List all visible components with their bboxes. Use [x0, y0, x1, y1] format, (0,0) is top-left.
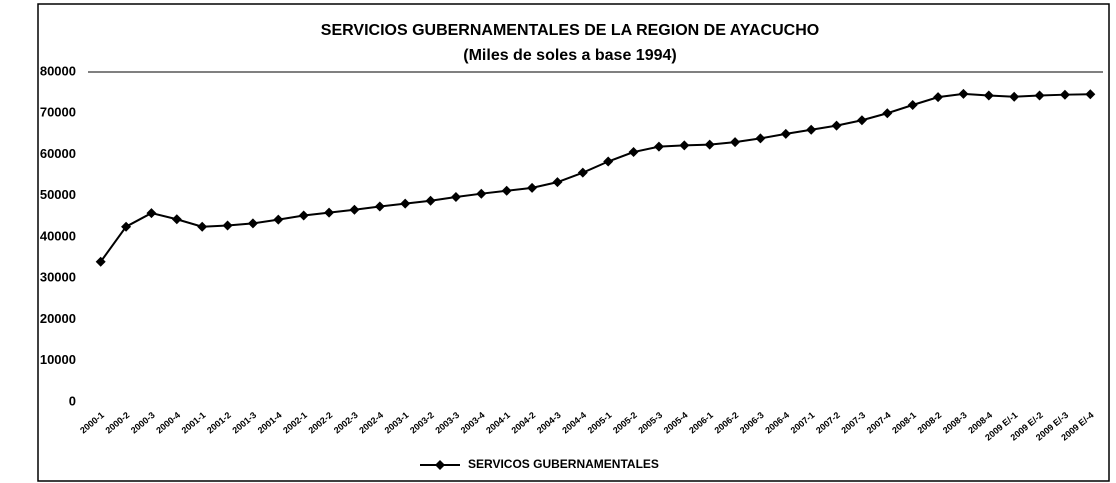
- x-tick-label: 2005-2: [611, 410, 639, 436]
- data-point: [958, 88, 969, 99]
- x-tick-label: 2006-1: [687, 410, 715, 436]
- x-tick-label: 2003-2: [408, 410, 436, 436]
- y-tick-label: 10000: [40, 352, 76, 367]
- x-tick-label: 2002-4: [357, 410, 385, 436]
- x-tick-label: 2007-3: [839, 410, 867, 436]
- y-tick-label: 50000: [40, 187, 76, 202]
- x-tick-label: 2001-3: [230, 410, 258, 436]
- data-point: [552, 177, 563, 188]
- x-tick-label: 2001-4: [256, 410, 284, 436]
- x-tick-label: 2007-4: [865, 410, 893, 436]
- data-point: [95, 256, 106, 267]
- data-point: [1009, 91, 1020, 102]
- data-point: [628, 147, 639, 158]
- legend-marker: [435, 460, 445, 470]
- x-tick-label: 2002-1: [281, 410, 309, 436]
- x-tick-label: 2004-1: [484, 410, 512, 436]
- data-point: [247, 218, 258, 229]
- x-tick-label: 2000-3: [129, 410, 157, 436]
- data-point: [907, 100, 918, 110]
- chart-title: SERVICIOS GUBERNAMENTALES DE LA REGION D…: [321, 22, 819, 39]
- data-point: [679, 140, 690, 151]
- x-tick-label: 2004-3: [535, 410, 563, 436]
- data-point: [349, 204, 360, 215]
- x-tick-label: 2003-4: [459, 410, 487, 436]
- data-point: [704, 139, 715, 150]
- data-point: [476, 188, 487, 199]
- data-point: [603, 156, 614, 167]
- data-point: [527, 182, 538, 193]
- x-tick-label: 2008-1: [890, 410, 918, 436]
- data-point: [222, 220, 233, 231]
- x-tick-label: 2005-3: [636, 410, 664, 436]
- data-point: [730, 137, 741, 148]
- x-tick-label: 2005-4: [662, 410, 690, 436]
- data-point: [882, 108, 893, 119]
- data-point: [400, 198, 411, 209]
- data-point: [121, 221, 132, 232]
- data-point: [653, 141, 664, 152]
- data-point: [298, 210, 309, 221]
- data-point: [1059, 89, 1070, 100]
- data-point: [780, 128, 791, 139]
- data-point: [831, 120, 842, 131]
- x-tick-label: 2006-3: [738, 410, 766, 436]
- data-point: [1034, 90, 1045, 101]
- data-point: [806, 124, 817, 135]
- x-tick-label: 2002-3: [332, 410, 360, 436]
- x-tick-label: 2003-1: [383, 410, 411, 436]
- data-point: [425, 195, 436, 206]
- data-point: [577, 167, 588, 178]
- x-tick-label: 2000-1: [78, 410, 106, 436]
- x-tick-label: 2002-2: [306, 410, 334, 436]
- y-tick-label: 60000: [40, 146, 76, 161]
- y-tick-label: 30000: [40, 270, 76, 285]
- series-line: [99, 92, 1091, 263]
- data-point: [755, 133, 766, 144]
- x-tick-label: 2003-3: [433, 410, 461, 436]
- x-tick-label: 2007-1: [789, 410, 817, 436]
- y-tick-label: 0: [69, 393, 76, 408]
- data-point: [273, 214, 284, 225]
- x-tick-label: 2008-3: [941, 410, 969, 436]
- data-point: [450, 191, 461, 202]
- x-tick-label: 2000-4: [154, 410, 182, 436]
- data-point: [374, 201, 385, 212]
- x-tick-label: 2000-2: [103, 410, 131, 436]
- data-point: [171, 214, 182, 225]
- x-tick-label: 2004-4: [560, 410, 588, 436]
- x-tick-label: 2004-2: [509, 410, 537, 436]
- x-tick-label: 2001-2: [205, 410, 233, 436]
- data-point: [146, 208, 157, 219]
- data-point: [501, 185, 512, 196]
- x-tick-label: 2001-1: [180, 410, 208, 436]
- data-point: [983, 90, 994, 101]
- y-tick-label: 40000: [40, 228, 76, 243]
- data-point: [933, 92, 944, 103]
- data-point: [197, 221, 208, 232]
- x-tick-label: 2008-2: [915, 410, 943, 436]
- legend-label: SERVICOS GUBERNAMENTALES: [468, 457, 659, 471]
- y-tick-label: 70000: [40, 105, 76, 120]
- x-tick-label: 2006-4: [763, 410, 791, 436]
- data-point: [324, 207, 335, 218]
- x-tick-label: 2005-1: [586, 410, 614, 436]
- x-tick-label: 2007-2: [814, 410, 842, 436]
- x-tick-label: 2006-2: [712, 410, 740, 436]
- data-point: [856, 115, 867, 126]
- chart-subtitle: (Miles de soles a base 1994): [463, 47, 676, 64]
- chart-frame: [37, 3, 1110, 482]
- y-tick-label: 80000: [40, 63, 76, 78]
- data-point: [1085, 89, 1096, 100]
- y-tick-label: 20000: [40, 311, 76, 326]
